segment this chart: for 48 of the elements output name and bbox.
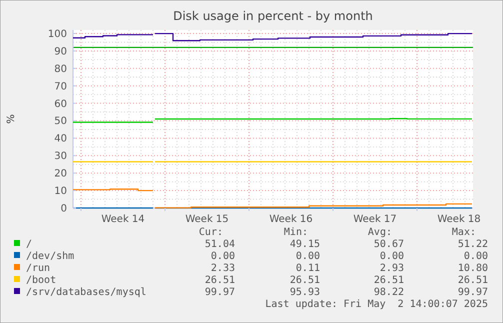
- legend-label: /: [26, 239, 32, 250]
- text: Avg:: [368, 227, 392, 238]
- text: 2.33: [210, 263, 235, 274]
- x-tick-label: Week 14: [101, 214, 145, 225]
- y-axis-title: %: [6, 114, 17, 124]
- legend-label: /srv/databases/mysql: [26, 287, 146, 298]
- text: 98.22: [374, 287, 404, 298]
- text: 10.80: [458, 263, 488, 274]
- legend-label: /run: [26, 263, 50, 274]
- y-tick-label: 80: [54, 64, 67, 75]
- text: 26.51: [374, 275, 404, 286]
- text: Last update: Fri May 2 14:00:07 2025: [265, 299, 488, 310]
- text: Min:: [284, 227, 308, 238]
- text: 50.67: [374, 239, 404, 250]
- text: 26.51: [458, 275, 488, 286]
- y-tick-label: 30: [54, 151, 67, 162]
- text: 51.04: [204, 239, 235, 250]
- x-tick-label: Week 17: [353, 214, 397, 225]
- y-tick-label: 70: [54, 81, 67, 92]
- legend-label: /dev/shm: [26, 251, 74, 262]
- text: 99.97: [458, 287, 488, 298]
- text: 95.93: [290, 287, 320, 298]
- y-tick-label: 50: [54, 116, 67, 128]
- y-tick-label: 10: [54, 186, 67, 198]
- y-tick-label: 20: [54, 168, 67, 180]
- text: 0.00: [296, 251, 320, 262]
- text: 0.11: [296, 263, 320, 274]
- x-tick-label: Week 15: [185, 214, 229, 225]
- text: 0.00: [464, 251, 488, 262]
- y-tick-label: 40: [54, 134, 67, 145]
- text: 49.15: [290, 239, 320, 250]
- chart-title: Disk usage in percent - by month: [173, 9, 373, 23]
- text: Max:: [452, 227, 476, 238]
- y-tick-label: 60: [54, 98, 67, 110]
- text: 0.00: [380, 251, 404, 262]
- y-tick-label: 100: [48, 28, 67, 40]
- text: 99.97: [204, 287, 235, 298]
- text: 51.22: [458, 239, 488, 250]
- text: 26.51: [290, 275, 320, 286]
- y-tick-label: 90: [54, 46, 67, 58]
- x-tick-label: Week 16: [269, 214, 313, 225]
- legend-label: /boot: [26, 275, 56, 286]
- text: Cur:: [198, 227, 223, 238]
- text: 0.00: [210, 251, 235, 262]
- text: 26.51: [204, 275, 235, 286]
- y-tick-label: 0: [60, 204, 67, 214]
- text: 2.93: [380, 263, 404, 274]
- x-tick-label: Week 18: [437, 214, 481, 225]
